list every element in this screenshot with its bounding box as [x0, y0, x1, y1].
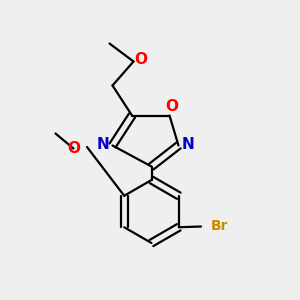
Text: N: N: [96, 137, 109, 152]
Text: N: N: [182, 137, 195, 152]
Text: Br: Br: [211, 220, 229, 233]
Text: O: O: [134, 52, 148, 68]
Text: O: O: [67, 141, 80, 156]
Text: O: O: [165, 99, 178, 114]
